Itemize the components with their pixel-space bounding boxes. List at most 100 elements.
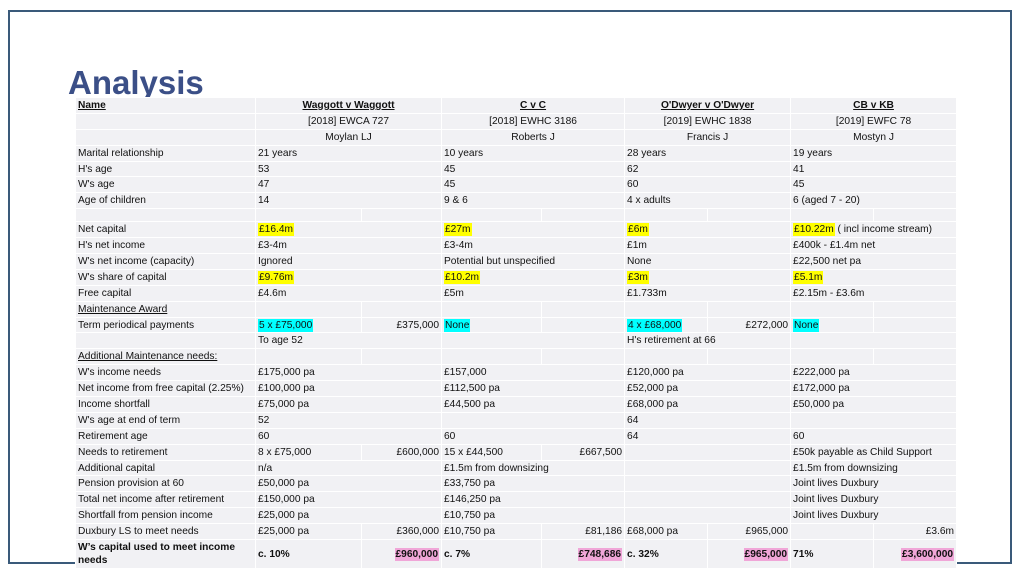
row-value: 19 years <box>790 144 958 162</box>
row-value: c. 7% <box>441 539 543 570</box>
row-value: £3m <box>624 268 792 286</box>
row-label: Needs to retirement <box>75 443 256 461</box>
row-value: 41 <box>790 160 958 178</box>
row-value: £5m <box>441 284 626 302</box>
row-value: n/a <box>254 459 443 477</box>
row-label: W's age <box>75 176 256 194</box>
row-label: Free capital <box>75 284 256 302</box>
row-total: £272,000 <box>707 316 792 334</box>
row-value <box>624 507 792 525</box>
header-cell <box>75 112 256 130</box>
row-value: £22,500 net pa <box>790 253 958 270</box>
row-value: £25,000 pa <box>254 507 443 525</box>
table-row: W's age at end of term 52 64 <box>75 411 958 429</box>
empty-cell <box>75 208 256 223</box>
highlighted-value: £10.2m <box>444 270 480 284</box>
row-value: None <box>790 316 875 334</box>
table-row: Duxbury LS to meet needs £25,000 pa £360,0… <box>75 523 958 541</box>
empty-cell <box>873 348 958 366</box>
table-row: Pension provision at 60 £50,000 pa £33,750… <box>75 475 958 493</box>
row-value: 4 x adults <box>624 192 792 210</box>
row-label: Marital relationship <box>75 144 256 162</box>
empty-cell <box>541 300 626 318</box>
table-row: Term periodical payments 5 x £75,000 £375,… <box>75 316 958 334</box>
empty-cell <box>255 300 362 318</box>
section-heading-row: Additional Maintenance needs: <box>75 348 958 366</box>
row-value: 52 <box>254 411 443 429</box>
row-value: £1.733m <box>624 284 792 302</box>
table-row: Income shortfall £75,000 pa £44,500 pa £68,… <box>75 396 958 413</box>
row-value: 8 x £75,000 <box>255 443 362 461</box>
case-name: Waggott v Waggott <box>254 97 443 114</box>
row-value: Potential but unspecified <box>441 253 626 270</box>
highlighted-value: 5 x £75,000 <box>258 318 314 332</box>
row-total <box>873 316 958 334</box>
highlighted-value: £965,000 <box>743 547 789 561</box>
row-total: £965,000 <box>707 523 792 541</box>
row-value: £146,250 pa <box>441 491 626 509</box>
header-cell <box>75 128 256 146</box>
row-value: £25,000 pa <box>255 523 362 541</box>
highlighted-value: £748,686 <box>577 547 623 561</box>
row-value: None <box>624 253 792 270</box>
empty-cell <box>707 208 792 223</box>
table-row: Total net income after retirement £150,00… <box>75 491 958 509</box>
highlighted-value: £6m <box>627 223 649 237</box>
slide-title: Analysis <box>68 64 204 101</box>
empty-cell <box>624 300 709 318</box>
row-value: £4.6m <box>254 284 443 302</box>
row-value: £150,000 pa <box>254 491 443 509</box>
row-value <box>441 332 626 350</box>
row-value: Joint lives Duxbury <box>790 491 958 509</box>
row-value: 21 years <box>254 144 443 162</box>
row-value <box>624 491 792 509</box>
row-value: £10,750 pa <box>441 507 626 525</box>
table-row: W's income needs £175,000 pa £157,000 £120,… <box>75 364 958 382</box>
row-value: 15 x £44,500 <box>441 443 543 461</box>
row-value: £52,000 pa <box>624 380 792 398</box>
row-label: Additional capital <box>75 459 256 477</box>
highlighted-value: £27m <box>444 223 472 237</box>
highlighted-value: £9.76m <box>258 270 294 284</box>
row-value: 14 <box>254 192 443 210</box>
row-value: Joint lives Duxbury <box>790 475 958 493</box>
row-value <box>790 332 958 350</box>
row-label: Age of children <box>75 192 256 210</box>
row-value: £9.76m <box>254 268 443 286</box>
row-value: £68,000 pa <box>624 396 792 413</box>
row-value: £68,000 pa <box>624 523 709 541</box>
row-value: £10.22m ( incl income stream) <box>790 221 958 239</box>
row-value: 60 <box>254 427 443 445</box>
highlighted-value: £16.4m <box>258 223 294 237</box>
table-row: H's net income £3-4m £3-4m £1m £400k - £1.4m… <box>75 237 958 255</box>
table-row: Net capital £16.4m £27m £6m £10.22m ( incl i… <box>75 221 958 239</box>
table-row: Needs to retirement 8 x £75,000 £600,000 15… <box>75 443 958 461</box>
table-row: W's net income (capacity) Ignored Potentia… <box>75 253 958 270</box>
row-total: £3.6m <box>873 523 958 541</box>
row-value: 5 x £75,000 <box>255 316 362 334</box>
highlighted-value: None <box>444 318 471 332</box>
row-value: £16.4m <box>254 221 443 239</box>
empty-cell <box>624 208 709 223</box>
row-label: W's income needs <box>75 364 256 382</box>
row-value: £400k - £1.4m net <box>790 237 958 255</box>
row-total: £360,000 <box>360 523 443 541</box>
row-value <box>790 411 958 429</box>
table-row: Free capital £4.6m £5m £1.733m £2.15m - £3.6… <box>75 284 958 302</box>
table-row: Additional capital n/a £1.5m from downsizi… <box>75 459 958 477</box>
row-value: H's retirement at 66 <box>624 332 792 350</box>
row-label: H's age <box>75 160 256 178</box>
section-heading-row: Maintenance Award <box>75 300 958 318</box>
row-value: 71% <box>790 539 875 570</box>
row-value: 28 years <box>624 144 792 162</box>
row-value: None <box>441 316 543 334</box>
case-judge: Moylan LJ <box>254 128 443 146</box>
row-value: 6 (aged 7 - 20) <box>790 192 958 210</box>
highlighted-value: £960,000 <box>394 547 440 561</box>
row-label: Net capital <box>75 221 256 239</box>
empty-cell <box>790 300 875 318</box>
empty-cell <box>707 300 792 318</box>
row-label: Shortfall from pension income <box>75 507 256 525</box>
case-name: CB v KB <box>790 97 958 114</box>
case-citation: [2018] EWCA 727 <box>254 112 443 130</box>
